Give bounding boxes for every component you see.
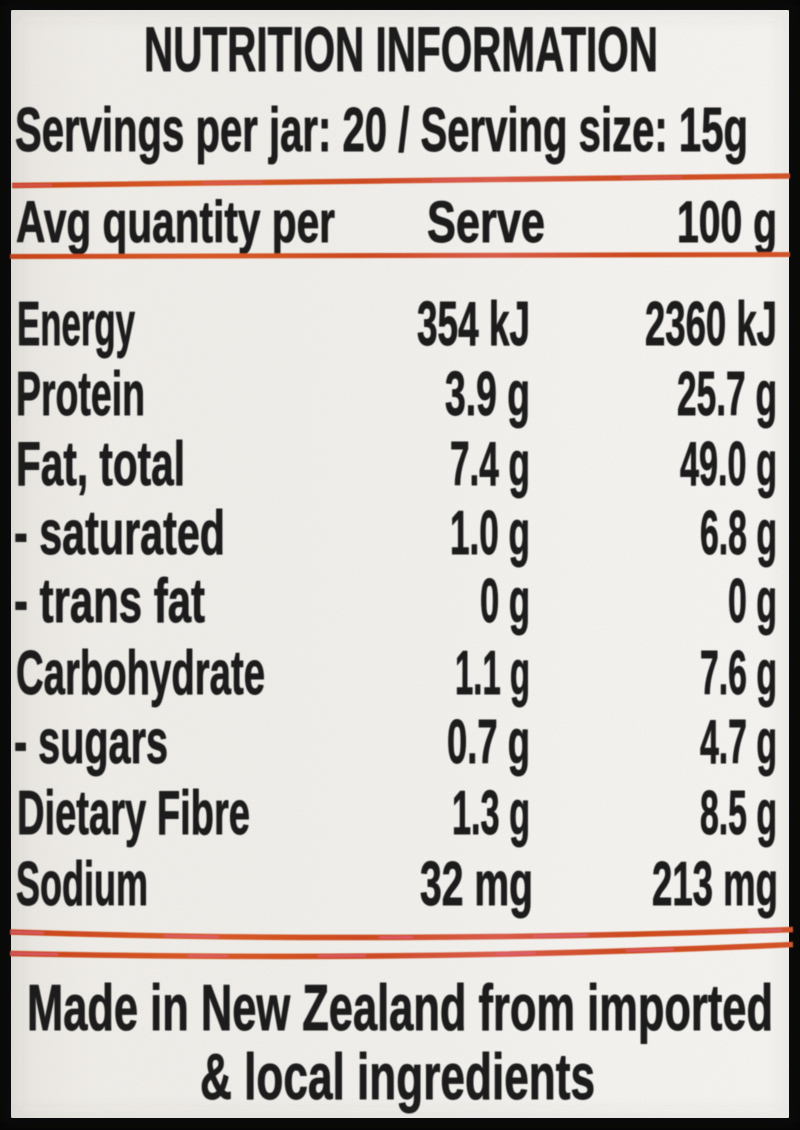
svg-text:Dietary Fibre: Dietary Fibre: [17, 779, 250, 848]
svg-text:0 g: 0 g: [728, 567, 777, 636]
svg-text:354 kJ: 354 kJ: [417, 290, 530, 359]
svg-text:2360 kJ: 2360 kJ: [645, 290, 777, 359]
svg-text:Carbohydrate: Carbohydrate: [16, 639, 265, 708]
svg-text:1.1 g: 1.1 g: [455, 639, 530, 708]
svg-text:32 mg: 32 mg: [420, 850, 533, 919]
svg-text:Energy: Energy: [17, 290, 135, 359]
svg-text:NUTRITION INFORMATION: NUTRITION INFORMATION: [144, 15, 658, 85]
svg-text:0.7 g: 0.7 g: [447, 708, 530, 777]
svg-text:Fat, total: Fat, total: [16, 430, 185, 499]
svg-text:Sodium: Sodium: [16, 850, 148, 919]
svg-text:Protein: Protein: [16, 360, 145, 429]
svg-text:Serve: Serve: [427, 190, 545, 255]
svg-text:1.3 g: 1.3 g: [452, 779, 530, 848]
svg-text:1.0 g: 1.0 g: [450, 499, 530, 568]
svg-text:4.7 g: 4.7 g: [700, 708, 777, 777]
svg-text:Servings per jar: 20 / Serving: Servings per jar: 20 / Serving size: 15g: [15, 96, 748, 165]
svg-text:- trans fat: - trans fat: [14, 567, 205, 636]
svg-text:7.4 g: 7.4 g: [450, 430, 530, 499]
svg-text:& local ingredients: & local ingredients: [200, 1040, 595, 1113]
svg-text:6.8 g: 6.8 g: [700, 499, 777, 568]
svg-text:- sugars: - sugars: [14, 708, 168, 777]
svg-text:25.7 g: 25.7 g: [677, 360, 777, 429]
svg-text:Avg quantity per: Avg quantity per: [16, 190, 335, 255]
svg-text:3.9 g: 3.9 g: [445, 360, 530, 429]
svg-text:49.0 g: 49.0 g: [680, 430, 777, 499]
svg-text:0 g: 0 g: [480, 567, 530, 636]
svg-text:Made in New Zealand from impor: Made in New Zealand from imported: [27, 971, 773, 1044]
svg-text:213 mg: 213 mg: [652, 850, 778, 919]
svg-text:8.5 g: 8.5 g: [700, 779, 777, 848]
svg-text:- saturated: - saturated: [14, 499, 225, 568]
svg-text:7.6 g: 7.6 g: [700, 639, 777, 708]
svg-text:100 g: 100 g: [677, 190, 777, 255]
